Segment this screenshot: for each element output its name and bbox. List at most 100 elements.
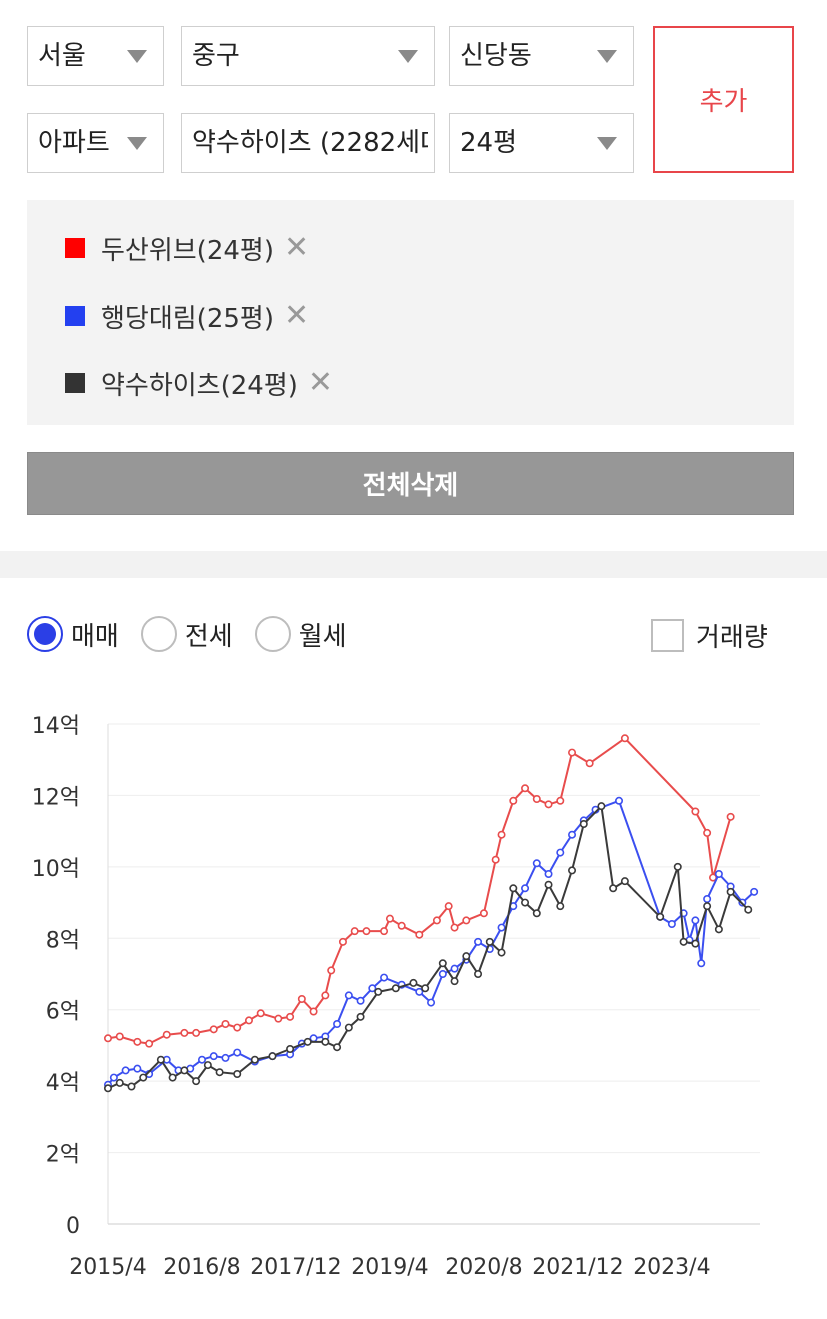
data-point (180, 1028, 189, 1037)
compare-item: 약수하이츠(24평) ✕ (65, 363, 333, 403)
data-point (432, 916, 441, 925)
data-point (521, 898, 530, 907)
volume-checkbox[interactable]: 거래량 (651, 617, 768, 654)
data-point (192, 1077, 201, 1086)
data-point (303, 1037, 312, 1046)
size-select[interactable]: 24평 (449, 113, 634, 173)
x-tick-label: 2021/12 (532, 1255, 623, 1280)
series-0 (104, 734, 735, 1048)
data-point (509, 884, 518, 893)
volume-label: 거래량 (696, 623, 768, 653)
data-point (544, 800, 553, 809)
data-point (203, 1061, 212, 1070)
series-2 (104, 802, 753, 1093)
data-point (497, 948, 506, 957)
data-point (620, 734, 629, 743)
data-point (221, 1019, 230, 1028)
y-tick-label: 8억 (46, 928, 80, 953)
add-button[interactable]: 추가 (653, 26, 794, 173)
series-line (107, 803, 750, 1090)
type-select[interactable]: 아파트 (27, 113, 164, 173)
data-point (744, 905, 753, 914)
data-point (544, 880, 553, 889)
data-point (703, 895, 712, 904)
data-point (474, 969, 483, 978)
city-select[interactable]: 서울 (27, 26, 164, 86)
data-point (415, 987, 424, 996)
data-point (421, 984, 430, 993)
series-line (107, 736, 732, 1045)
data-point (497, 923, 506, 932)
data-point (450, 964, 459, 973)
data-point (409, 978, 418, 987)
data-point (333, 1019, 342, 1028)
chevron-down-icon (597, 50, 617, 63)
data-point (133, 1037, 142, 1046)
data-point (703, 828, 712, 837)
district-select[interactable]: 중구 (181, 26, 435, 86)
data-point (444, 902, 453, 911)
data-point (268, 1052, 277, 1061)
data-point (327, 966, 336, 975)
data-point (380, 927, 389, 936)
data-point (450, 977, 459, 986)
compare-item-label: 약수하이츠(24평) (101, 370, 298, 401)
radio-label: 매매 (71, 621, 119, 652)
chart-grid (107, 723, 760, 1225)
data-point (321, 991, 330, 1000)
data-point (368, 984, 377, 993)
district-select-value: 중구 (192, 41, 240, 71)
data-point (233, 1069, 242, 1078)
clear-all-button[interactable]: 전체삭제 (27, 452, 794, 515)
data-point (667, 920, 676, 929)
data-point (391, 984, 400, 993)
close-icon[interactable]: ✕ (307, 365, 334, 400)
y-tick-label: 10억 (32, 857, 80, 882)
data-point (104, 1084, 113, 1093)
radio-sale[interactable]: 매매 (27, 616, 119, 653)
close-icon[interactable]: ✕ (283, 298, 310, 333)
data-point (297, 994, 306, 1003)
size-select-value: 24평 (460, 128, 518, 158)
deal-type-radios: 매매 전세 월세 (27, 614, 369, 654)
complex-select[interactable]: 약수하이츠 (2282세대) (181, 113, 435, 173)
series-lines (104, 734, 759, 1093)
compare-item-label: 행당대림(25평) (101, 303, 274, 334)
close-icon[interactable]: ✕ (283, 230, 310, 265)
data-point (615, 796, 624, 805)
y-tick-label: 12억 (32, 785, 80, 810)
x-tick-label: 2023/4 (633, 1255, 710, 1280)
data-point (497, 830, 506, 839)
data-point (462, 952, 471, 961)
radio-monthly[interactable]: 월세 (254, 616, 347, 653)
data-point (521, 884, 530, 893)
dong-select[interactable]: 신당동 (449, 26, 634, 86)
data-point (333, 1043, 342, 1052)
data-point (385, 914, 394, 923)
radio-circle (254, 616, 291, 652)
data-point (233, 1048, 242, 1057)
chevron-down-icon (127, 137, 147, 150)
data-point (168, 1073, 177, 1082)
data-point (491, 855, 500, 864)
data-point (462, 916, 471, 925)
data-point (115, 1032, 124, 1041)
compare-item-label: 두산위브(24평) (101, 235, 274, 266)
radio-jeonse[interactable]: 전세 (140, 616, 233, 653)
type-select-value: 아파트 (38, 128, 110, 158)
data-point (726, 812, 735, 821)
x-axis-ticks: 2015/4 2016/8 2017/12 2019/4 2020/8 2021/12 20… (69, 1255, 710, 1280)
data-point (450, 923, 459, 932)
data-point (479, 909, 488, 918)
data-point (532, 909, 541, 918)
data-point (350, 927, 359, 936)
data-point (139, 1073, 148, 1082)
data-point (180, 1066, 189, 1075)
data-point (344, 1023, 353, 1032)
checkbox-box (651, 619, 684, 652)
data-point (321, 1037, 330, 1046)
section-divider (0, 551, 827, 578)
data-point (673, 862, 682, 871)
data-point (750, 887, 759, 896)
